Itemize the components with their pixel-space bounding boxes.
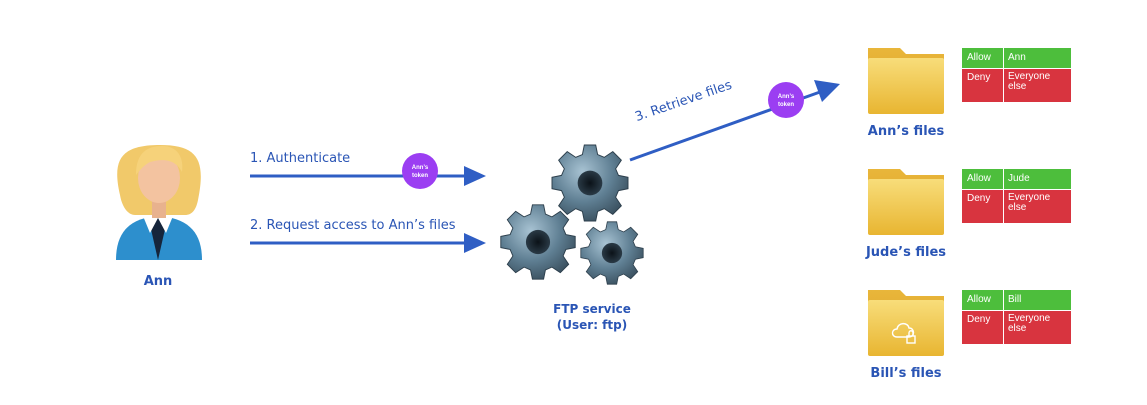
folder-label-jude: Jude’s files — [865, 245, 947, 260]
step2-label: 2. Request access to Ann’s files — [250, 218, 456, 233]
acl-allow-row: Allow Bill — [962, 290, 1071, 311]
folder-icon-bill — [868, 290, 944, 356]
token-badge-2: Ann’s token — [768, 82, 804, 118]
acl-deny-value: Everyone else — [1008, 313, 1051, 334]
acl-allow-value: Jude — [1008, 173, 1030, 184]
folder-icon-jude — [868, 169, 944, 235]
token-1-line1: Ann’s — [412, 165, 429, 171]
token-2-line1: Ann’s — [778, 94, 795, 100]
acl-allow-value: Ann — [1008, 52, 1026, 63]
acl-table-jude: Allow Jude Deny Everyone else — [962, 169, 1071, 223]
folder-icon-ann — [868, 48, 944, 114]
user-name-label: Ann — [143, 274, 173, 289]
step1-label: 1. Authenticate — [250, 151, 351, 166]
service-title-label: FTP service — [553, 302, 631, 316]
step2-arrow — [250, 233, 486, 253]
folder-label-ann: Ann’s files — [867, 124, 945, 139]
service-user-label: (User: ftp) — [556, 318, 628, 332]
acl-allow-row: Allow Ann — [962, 48, 1071, 69]
acl-table-ann: Allow Ann Deny Everyone else — [962, 48, 1071, 102]
acl-allow-label: Allow — [962, 48, 1004, 68]
acl-table-bill: Allow Bill Deny Everyone else — [962, 290, 1071, 344]
acl-deny-label: Deny — [962, 190, 1004, 223]
acl-allow-label: Allow — [962, 290, 1004, 310]
folder-label-bill: Bill’s files — [870, 366, 942, 381]
token-badge-1: Ann’s token — [402, 153, 438, 189]
token-1-line2: token — [412, 173, 428, 179]
step3-arrow — [629, 80, 840, 162]
acl-allow-row: Allow Jude — [962, 169, 1071, 190]
acl-deny-label: Deny — [962, 69, 1004, 102]
acl-deny-row: Deny Everyone else — [962, 190, 1071, 223]
acl-deny-row: Deny Everyone else — [962, 311, 1071, 344]
gears-icon — [500, 144, 644, 285]
cloud-lock-icon — [891, 322, 916, 344]
acl-allow-label: Allow — [962, 169, 1004, 189]
step1-arrow — [250, 166, 486, 186]
acl-deny-label: Deny — [962, 311, 1004, 344]
acl-deny-value: Everyone else — [1008, 192, 1051, 213]
person-avatar — [116, 145, 202, 260]
acl-deny-row: Deny Everyone else — [962, 69, 1071, 102]
token-2-line2: token — [778, 102, 794, 108]
acl-allow-value: Bill — [1008, 294, 1022, 305]
acl-deny-value: Everyone else — [1008, 71, 1051, 92]
